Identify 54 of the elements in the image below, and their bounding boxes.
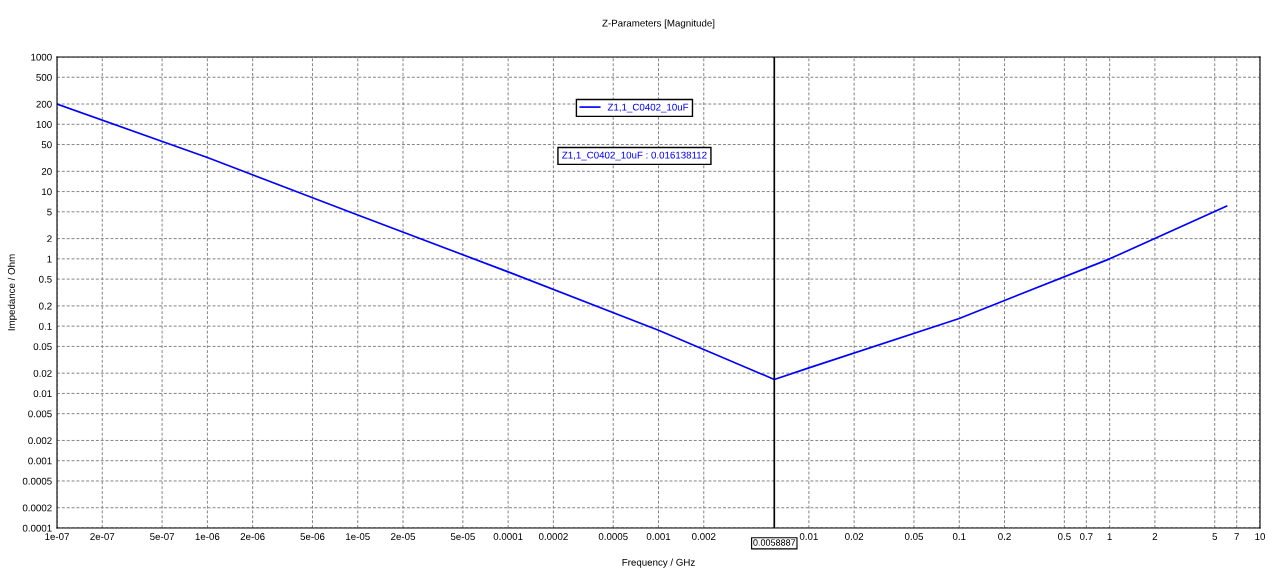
x-axis-title: Frequency / GHz	[622, 558, 695, 568]
y-tick-label: 0.005	[28, 410, 52, 418]
x-tick-label: 0.0001	[493, 533, 523, 540]
y-tick-label: 1	[47, 255, 52, 263]
y-tick-label: 0.2	[39, 302, 52, 310]
x-tick-label: 2	[1152, 533, 1158, 540]
x-tick-label: 5	[1212, 533, 1218, 540]
x-tick-label: 1e-07	[45, 533, 69, 540]
chart-title: Z-Parameters [Magnitude]	[602, 19, 715, 29]
x-tick-label: 0.02	[845, 533, 864, 540]
x-tick-label: 1e-06	[195, 533, 220, 540]
x-tick-label: 0.0005	[598, 533, 628, 540]
x-tick-label: 0.5	[1057, 533, 1071, 540]
y-tick-label: 0.001	[28, 457, 52, 465]
x-tick-label: 5e-06	[300, 533, 325, 540]
y-tick-label: 0.0001	[22, 524, 52, 532]
x-tick-label: 0.0002	[538, 533, 568, 540]
y-tick-label: 0.02	[33, 369, 52, 377]
y-tick-label: 0.5	[39, 275, 52, 283]
x-tick-label: 1e-05	[346, 533, 370, 540]
x-tick-label: 0.002	[691, 533, 716, 540]
x-tick-label: 7	[1234, 533, 1239, 540]
y-tick-label: 50	[41, 141, 52, 149]
x-tick-label: 0.7	[1079, 533, 1093, 540]
x-tick-label: 5e-07	[150, 533, 175, 540]
y-tick-label: 10	[42, 188, 52, 196]
legend-label: Z1,1_C0402_10uF	[607, 103, 689, 113]
y-tick-label: 0.002	[28, 437, 52, 445]
y-tick-label: 20	[41, 168, 52, 175]
x-tick-label: 2e-06	[240, 533, 265, 540]
x-tick-label: 0.2	[998, 533, 1011, 540]
y-tick-label: 0.0005	[22, 477, 52, 485]
x-tick-label: 0.001	[646, 533, 671, 540]
x-tick-label: 2e-07	[90, 533, 115, 540]
y-tick-label: 1000	[31, 53, 52, 61]
x-tick-label: 5e-05	[450, 533, 475, 540]
y-tick-label: 5	[47, 208, 52, 216]
annotation: Z1,1_C0402_10uF : 0.016138112	[562, 151, 707, 161]
y-tick-label: 0.01	[33, 390, 52, 398]
x-tick-label: 10	[1255, 533, 1266, 540]
x-tick-label: 1	[1107, 533, 1112, 540]
x-tick-label: 0.1	[952, 533, 966, 540]
ref-line-label: 0.0058887	[753, 539, 796, 546]
y-tick-label: 0.0002	[22, 504, 52, 512]
x-tick-label: 2e-05	[391, 533, 416, 540]
y-tick-label: 0.05	[33, 343, 52, 351]
y-tick-label: 500	[36, 73, 52, 81]
y-tick-label: 200	[36, 100, 52, 108]
y-axis-title: Impedance / Ohm	[7, 254, 17, 331]
y-tick-label: 0.1	[39, 322, 52, 330]
x-tick-label: 0.05	[904, 533, 924, 540]
x-tick-label: 0.01	[799, 533, 818, 540]
y-tick-label: 2	[47, 235, 52, 243]
y-tick-label: 100	[36, 121, 52, 128]
